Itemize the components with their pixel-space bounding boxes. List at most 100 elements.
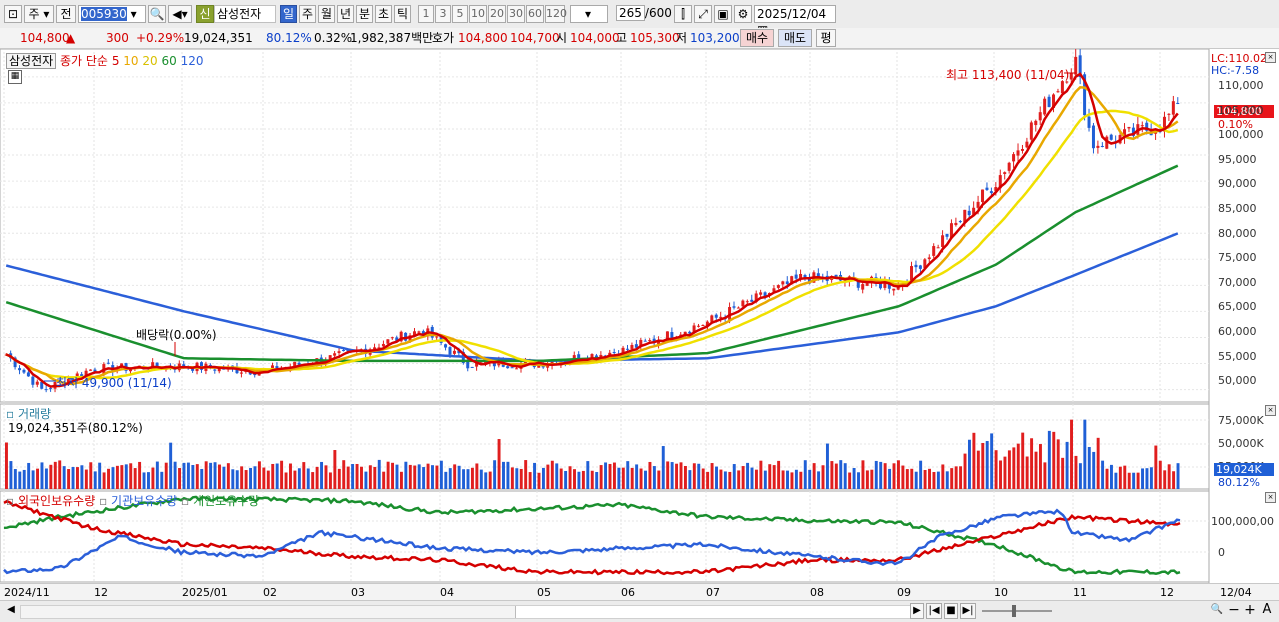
zoom-slider[interactable] bbox=[982, 605, 1052, 617]
volume-bar bbox=[484, 472, 488, 489]
volume-bar bbox=[1132, 472, 1136, 489]
font-size-icon[interactable]: A bbox=[1262, 602, 1272, 617]
volume-bar bbox=[794, 469, 798, 489]
interval-button[interactable]: 120 bbox=[545, 5, 567, 23]
candle bbox=[781, 281, 785, 285]
volume-bar bbox=[1065, 441, 1069, 489]
save-icon[interactable]: ▣ bbox=[714, 5, 732, 23]
volume-bar bbox=[976, 450, 980, 489]
sell-button[interactable]: 매도 bbox=[778, 29, 812, 47]
volume-bar bbox=[883, 463, 887, 489]
scroll-right-icon[interactable]: ▶ bbox=[910, 603, 924, 619]
candle bbox=[754, 293, 758, 303]
price-tick-label: 60,000 bbox=[1218, 325, 1257, 338]
period-button[interactable]: 초 bbox=[375, 5, 392, 23]
period-button[interactable]: 주 bbox=[299, 5, 316, 23]
volume-bar bbox=[266, 470, 270, 489]
period-button[interactable]: 년 bbox=[337, 5, 354, 23]
stop-icon[interactable]: ■ bbox=[944, 603, 958, 619]
search-icon[interactable]: 🔍 bbox=[1210, 604, 1224, 615]
volume-bar bbox=[1025, 456, 1029, 489]
zoom-out-icon[interactable]: − bbox=[1228, 602, 1240, 618]
calculator-icon[interactable]: ▦ bbox=[8, 70, 22, 84]
volume-bar bbox=[1096, 437, 1100, 489]
holding-panel-close-icon[interactable]: × bbox=[1265, 492, 1276, 503]
average-button[interactable]: 평 bbox=[816, 29, 836, 47]
stock-code-input[interactable]: 005930 ▾ bbox=[78, 5, 146, 23]
speaker-icon[interactable]: ◀▾ bbox=[168, 5, 192, 23]
candle bbox=[1145, 122, 1149, 131]
volume-bar bbox=[608, 463, 612, 489]
volume-bar bbox=[586, 461, 590, 489]
interval-button[interactable]: 10 bbox=[469, 5, 487, 23]
volume-bar bbox=[13, 469, 17, 489]
candle bbox=[918, 265, 922, 269]
gear-icon[interactable]: ⚙ bbox=[734, 5, 752, 23]
first-icon[interactable]: |◀ bbox=[926, 603, 942, 619]
volume-bar bbox=[630, 467, 634, 489]
volume-bar bbox=[155, 461, 159, 489]
candle bbox=[1047, 96, 1051, 108]
interval-button[interactable]: 5 bbox=[452, 5, 468, 23]
volume-bar bbox=[9, 461, 13, 489]
volume-bar bbox=[963, 453, 967, 489]
last-icon[interactable]: ▶| bbox=[960, 603, 976, 619]
candle bbox=[994, 187, 998, 192]
volume-bar bbox=[444, 471, 448, 489]
scroll-left-icon[interactable]: ◀ bbox=[7, 604, 15, 615]
price-tick-label: 110,000 bbox=[1218, 79, 1264, 92]
interval-input[interactable]: ▾ bbox=[570, 5, 608, 23]
chart-area[interactable] bbox=[0, 49, 1279, 583]
date-input[interactable]: 2025/12/04 ▦ bbox=[754, 5, 836, 37]
candle bbox=[648, 340, 652, 342]
volume-bar bbox=[315, 466, 319, 489]
candle bbox=[714, 314, 718, 318]
scrollbar-thumb[interactable] bbox=[515, 606, 910, 618]
buy-button[interactable]: 매수 bbox=[740, 29, 774, 47]
scrollbar-track[interactable] bbox=[20, 605, 910, 619]
volume-bar bbox=[488, 471, 492, 489]
interval-button[interactable]: 20 bbox=[488, 5, 506, 23]
volume-bar bbox=[462, 469, 466, 489]
volume-bar bbox=[413, 465, 417, 489]
window-icon[interactable]: ⊡ bbox=[4, 5, 22, 23]
ma20-label: 20 bbox=[142, 54, 158, 68]
stock-name-field[interactable]: 삼성전자 bbox=[214, 5, 276, 23]
draw-tool-icon[interactable]: ⤢ bbox=[694, 5, 712, 23]
search-icon[interactable]: 🔍 bbox=[148, 5, 166, 23]
volume-bar bbox=[595, 471, 599, 489]
candle-type-icon[interactable]: ⫿ bbox=[674, 5, 692, 23]
volume-bar bbox=[1074, 455, 1078, 489]
period-button[interactable]: 분 bbox=[356, 5, 373, 23]
volume-bar bbox=[799, 471, 803, 489]
volume-bar bbox=[53, 461, 57, 489]
period-button[interactable]: 틱 bbox=[394, 5, 411, 23]
stock-tag[interactable]: 삼성전자 bbox=[6, 53, 57, 69]
interval-button[interactable]: 1 bbox=[418, 5, 434, 23]
candle bbox=[333, 353, 337, 356]
volume-bar bbox=[235, 470, 239, 489]
market-select[interactable]: 주 ▾ bbox=[24, 5, 54, 23]
ask-price: 104,800 bbox=[458, 31, 508, 45]
volume-bar bbox=[852, 467, 856, 489]
volume-bar bbox=[1141, 468, 1144, 489]
zoom-slider-handle[interactable] bbox=[1012, 605, 1016, 617]
price-panel-close-icon[interactable]: × bbox=[1265, 52, 1276, 63]
volume-bar bbox=[763, 470, 767, 489]
period-button[interactable]: 월 bbox=[318, 5, 335, 23]
period-button[interactable]: 일 bbox=[280, 5, 297, 23]
interval-button[interactable]: 60 bbox=[526, 5, 544, 23]
volume-bar bbox=[719, 469, 723, 489]
count-display[interactable]: 265/600 bbox=[614, 5, 672, 23]
volume-readout: 19,024,351주(80.12%) bbox=[8, 421, 143, 435]
zoom-in-icon[interactable]: + bbox=[1244, 602, 1256, 618]
candle bbox=[1029, 122, 1033, 140]
segment-button[interactable]: 전 bbox=[56, 5, 76, 23]
volume-bar bbox=[914, 471, 918, 489]
candle bbox=[612, 351, 616, 353]
volume-panel-close-icon[interactable]: × bbox=[1265, 405, 1276, 416]
interval-button[interactable]: 30 bbox=[507, 5, 525, 23]
candle bbox=[1171, 101, 1175, 115]
interval-button[interactable]: 3 bbox=[435, 5, 451, 23]
